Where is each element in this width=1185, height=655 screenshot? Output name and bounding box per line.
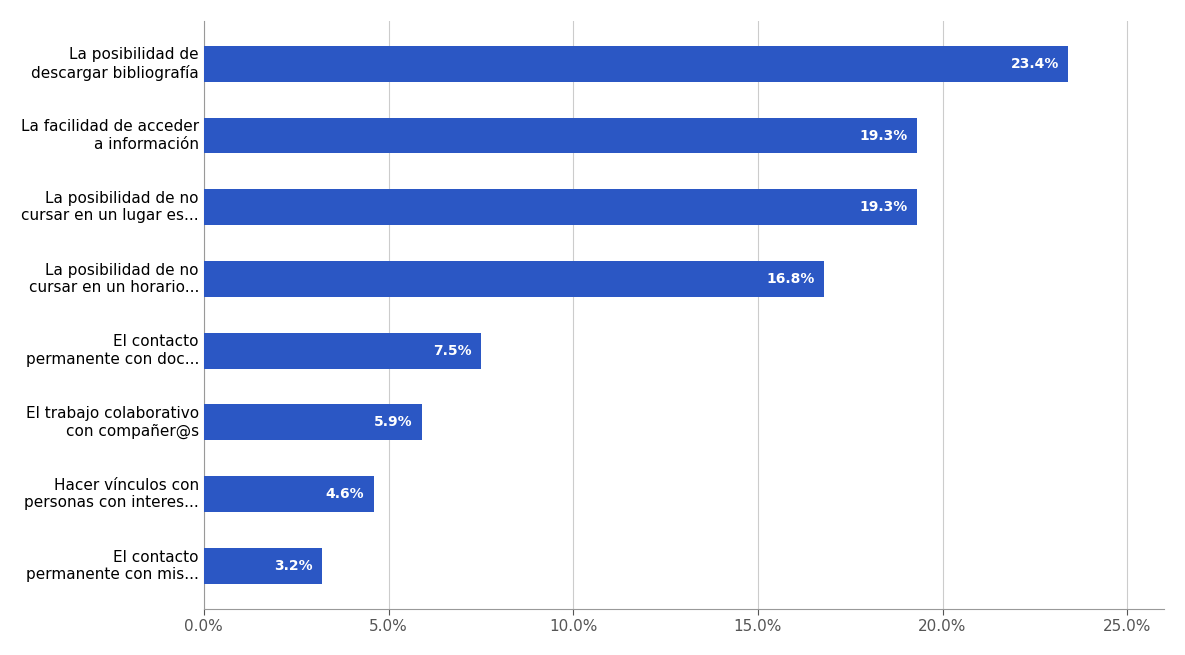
Bar bbox=[204, 404, 422, 440]
Text: 4.6%: 4.6% bbox=[326, 487, 365, 501]
Text: 23.4%: 23.4% bbox=[1011, 57, 1059, 71]
Bar bbox=[204, 476, 373, 512]
Bar bbox=[204, 548, 322, 584]
Text: 19.3%: 19.3% bbox=[859, 200, 908, 214]
Bar bbox=[204, 333, 481, 369]
Bar bbox=[204, 261, 825, 297]
Text: 7.5%: 7.5% bbox=[433, 344, 472, 358]
Text: 19.3%: 19.3% bbox=[859, 128, 908, 143]
Bar bbox=[204, 189, 917, 225]
Text: 16.8%: 16.8% bbox=[767, 272, 815, 286]
Bar bbox=[204, 46, 1068, 82]
Text: 3.2%: 3.2% bbox=[274, 559, 313, 572]
Bar bbox=[204, 118, 917, 153]
Text: 5.9%: 5.9% bbox=[374, 415, 412, 429]
